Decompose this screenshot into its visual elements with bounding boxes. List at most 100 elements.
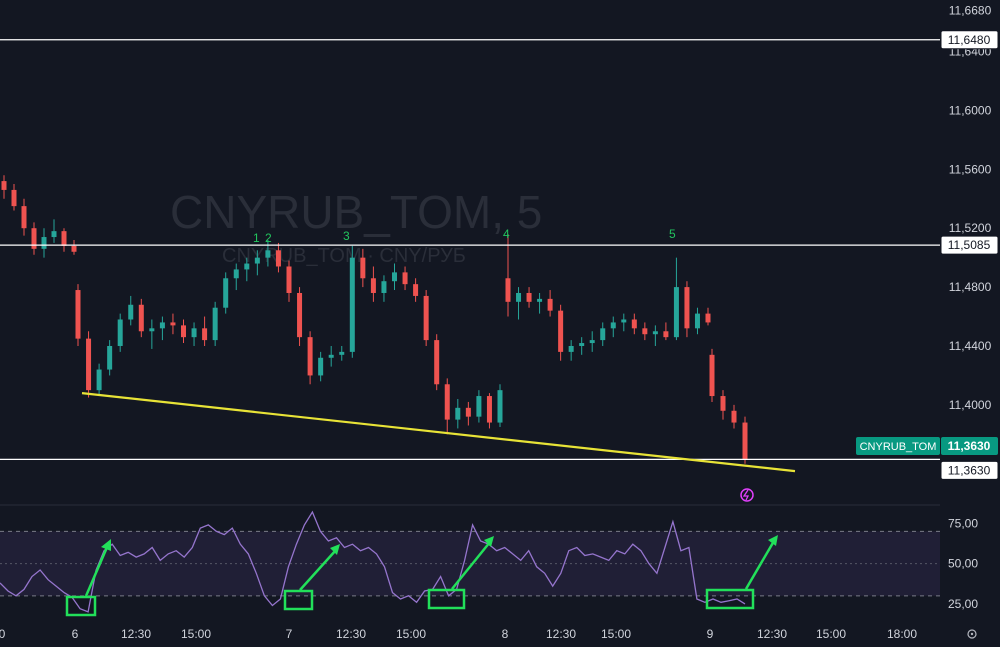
- candle-up: [568, 345, 574, 352]
- rsi-tick-label: 75,00: [948, 516, 978, 530]
- candle-down: [75, 290, 81, 339]
- level-price-label: 11,3630: [948, 463, 991, 477]
- rsi-arrow: [299, 549, 337, 591]
- candle-down: [642, 328, 648, 335]
- level-price-box: [940, 460, 999, 480]
- candle-down: [434, 340, 440, 385]
- time-tick-label: 12:30: [336, 627, 366, 641]
- candle-down: [558, 310, 564, 352]
- candle-down: [742, 422, 748, 460]
- trendline[interactable]: [81, 392, 796, 473]
- rsi-axis[interactable]: 75,00 50,00 25,00: [948, 516, 978, 611]
- time-tick-label: 8: [502, 627, 509, 641]
- candle-down: [138, 304, 144, 332]
- wave-labels: 1 2 3 4 5: [253, 227, 676, 245]
- candle-up: [318, 357, 324, 376]
- time-axis[interactable]: 0 6 12:30 15:00 7 12:30 15:00 8 12:30 15:00 9 12:30…: [0, 627, 917, 641]
- price-tick-label: 11,4000: [949, 398, 992, 412]
- rsi-arrowhead: [330, 544, 340, 555]
- candle-down: [684, 287, 690, 329]
- lightning-icon[interactable]: [740, 488, 754, 502]
- candle-up: [673, 287, 679, 338]
- candle-up: [96, 369, 102, 391]
- candle-up: [694, 313, 700, 329]
- candle-up: [265, 250, 271, 258]
- price-tick-label: 11,5600: [949, 162, 992, 176]
- candle-down: [86, 338, 92, 391]
- candle-up: [244, 263, 250, 270]
- time-tick-label: 6: [72, 627, 79, 641]
- candle-up: [328, 354, 334, 358]
- candle-down: [709, 354, 715, 397]
- rsi-arrow: [84, 544, 110, 597]
- level-price-box: [940, 30, 999, 50]
- candle-up: [476, 396, 482, 417]
- candle-up: [537, 298, 543, 302]
- time-tick-label: 15:00: [181, 627, 211, 641]
- watermark-title: CNYRUB_TOM, 5: [170, 186, 542, 238]
- rsi-line: [0, 510, 746, 613]
- time-tick-label: 7: [286, 627, 293, 641]
- candle-down: [297, 292, 303, 338]
- time-tick-label: 18:00: [887, 627, 917, 641]
- candle-down: [526, 292, 532, 302]
- last-price-label[interactable]: CNYRUB_TOM 11,3630: [856, 437, 998, 455]
- last-price-symbol: CNYRUB_TOM: [860, 441, 937, 453]
- candle-down: [505, 278, 511, 302]
- price-tick-label: 11,6680: [949, 3, 992, 17]
- candle-up: [149, 328, 155, 332]
- level-price-label: 11,6480: [948, 33, 991, 47]
- candle-up: [600, 328, 606, 341]
- candle-up: [212, 307, 218, 341]
- level-price-box: [940, 235, 999, 255]
- time-tick-label: 15:00: [601, 627, 631, 641]
- candle-up: [117, 319, 123, 346]
- horizontal-levels[interactable]: 11,6480 11,5085 11,3630: [0, 30, 999, 480]
- candle-down: [170, 322, 176, 326]
- watermark-subtitle: CNYRUB_TOM · CNY/РУБ: [222, 245, 466, 267]
- rsi-tick-label: 25,00: [948, 597, 978, 611]
- time-tick-label: 12:30: [546, 627, 576, 641]
- candle-down: [731, 410, 737, 423]
- rsi-arrowhead: [768, 535, 778, 546]
- candle-up: [223, 278, 229, 308]
- candle-down: [275, 250, 281, 267]
- rsi-arrowhead: [101, 539, 111, 551]
- candle-up: [621, 319, 627, 323]
- candle-down: [181, 325, 186, 338]
- settings-icon[interactable]: [967, 629, 977, 639]
- candle-up: [381, 281, 387, 293]
- candle-down: [547, 298, 553, 311]
- wave-label-3: 3: [343, 229, 350, 243]
- candle-down: [61, 231, 67, 246]
- last-price-symbol-box: [856, 437, 940, 455]
- candle-up: [159, 322, 165, 329]
- candle-down: [71, 245, 77, 252]
- rsi-highlight-box: [283, 589, 314, 611]
- candle-up: [579, 343, 585, 346]
- candle-down: [286, 266, 292, 293]
- candle-up: [610, 322, 616, 329]
- candles: [1, 175, 748, 464]
- candle-down: [423, 295, 429, 341]
- last-price-value-box: [941, 437, 998, 455]
- wave-label-4: 4: [503, 227, 510, 241]
- candle-up: [455, 407, 461, 420]
- rsi-arrowhead: [484, 536, 494, 547]
- price-tick-label: 11,4400: [949, 339, 992, 353]
- candle-down: [21, 206, 27, 229]
- candle-down: [631, 319, 637, 329]
- time-tick-label: 12:30: [757, 627, 787, 641]
- rsi-highlight-box: [65, 595, 97, 617]
- candle-down: [31, 228, 37, 249]
- candle-up: [254, 257, 260, 264]
- candle-up: [41, 237, 47, 249]
- candle-up: [589, 340, 595, 344]
- wave-label-1: 1: [253, 231, 260, 245]
- wave-label-5: 5: [669, 227, 676, 241]
- candle-up: [107, 345, 113, 370]
- candle-down: [486, 396, 492, 423]
- candle-up: [497, 390, 503, 423]
